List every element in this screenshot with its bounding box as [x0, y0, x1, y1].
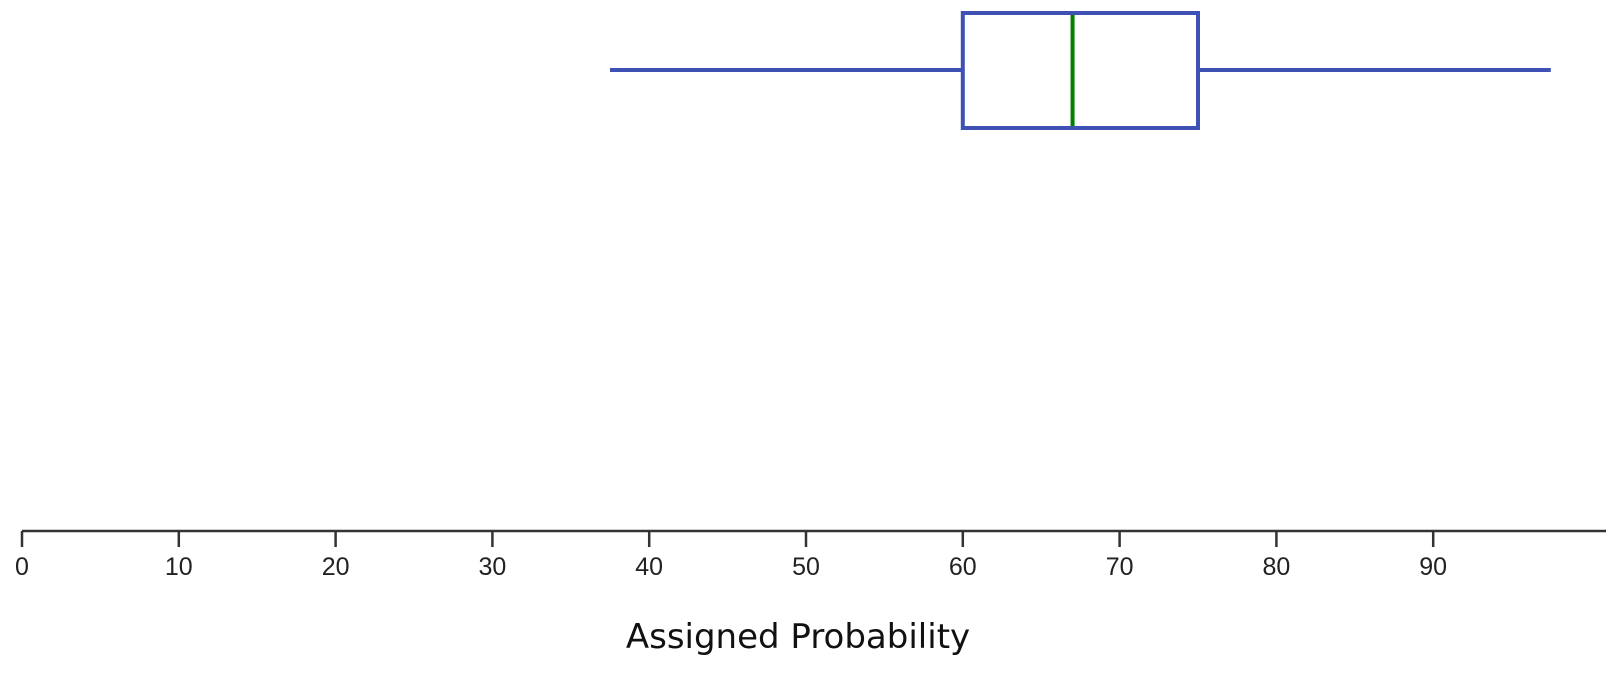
- x-axis-tick-label: 0: [15, 553, 29, 581]
- x-axis-tick-label: 70: [1106, 553, 1134, 581]
- x-axis-tick-label: 50: [792, 553, 820, 581]
- x-axis-tick-label: 20: [322, 553, 350, 581]
- x-axis-tick-label: 80: [1262, 553, 1290, 581]
- x-axis-title: Assigned Probability: [626, 617, 970, 657]
- x-axis-tick-label: 10: [165, 553, 193, 581]
- x-axis-tick-label: 90: [1419, 553, 1447, 581]
- x-axis-tick-label: 30: [478, 553, 506, 581]
- box-plot: [610, 11, 1551, 130]
- x-axis-tick-label: 40: [635, 553, 663, 581]
- interquartile-box: [960, 11, 1200, 130]
- x-axis-tick-label: 60: [949, 553, 977, 581]
- x-axis: 0 10 20 30 40 50 60 70 80 90: [15, 529, 1606, 581]
